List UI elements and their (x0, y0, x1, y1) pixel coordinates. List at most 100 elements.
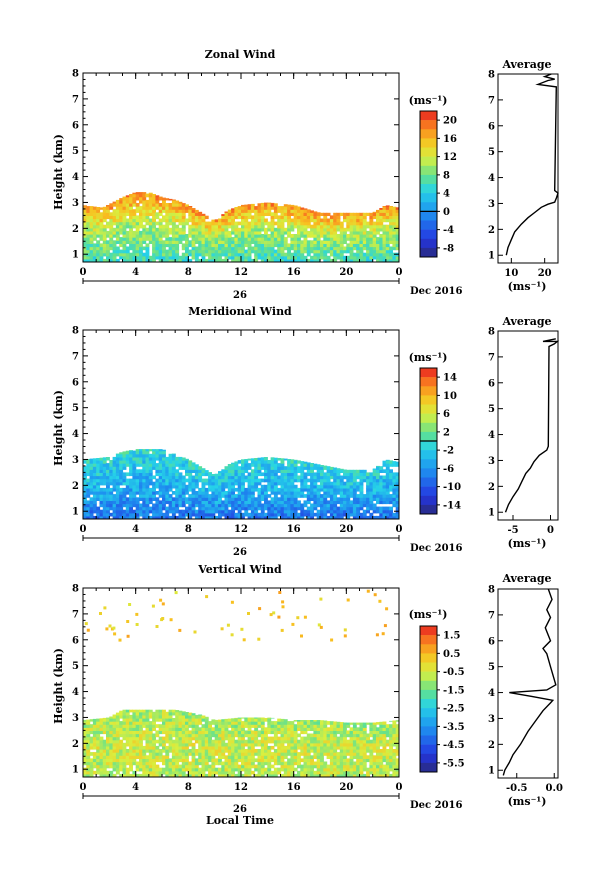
vertical-heatmap-cell (227, 761, 232, 766)
meridional-heatmap-cell (339, 512, 344, 517)
zonal-heatmap-cell (115, 218, 120, 223)
vertical-heatmap-cell (218, 761, 222, 766)
meridional-heatmap-cell (264, 457, 268, 461)
meridional-heatmap-cell (181, 484, 186, 489)
vertical-heatmap-cell (303, 761, 308, 766)
meridional-heatmap-cell (237, 460, 242, 464)
zonal-heatmap-cell (349, 258, 354, 262)
meridional-heatmap-cell (270, 506, 275, 511)
meridional-heatmap-cell (326, 469, 331, 473)
zonal-heatmap-cell (300, 240, 305, 244)
meridional-heatmap-cell (231, 478, 235, 483)
vertical-heatmap-cell (273, 755, 278, 759)
vertical-heatmap-cell (145, 733, 150, 738)
meridional-heatmap-cell (129, 450, 133, 455)
vertical-heatmap-cell (316, 724, 321, 728)
zonal-heatmap-cell (300, 252, 305, 257)
vertical-heatmap-cell (201, 767, 206, 772)
zonal-heatmap-cell (260, 252, 265, 257)
meridional-heatmap-cell (379, 506, 384, 511)
zonal-heatmap-cell (389, 240, 393, 244)
vertical-heatmap-cell (122, 770, 127, 775)
meridional-heatmap-cell (273, 512, 278, 517)
zonal-average-ytick-label: 4 (488, 173, 495, 184)
vertical-heatmap-cell (92, 770, 97, 775)
meridional-heatmap-cell (106, 466, 110, 470)
vertical-heatmap-cell (92, 730, 97, 735)
meridional-heatmap-cell (211, 475, 216, 480)
zonal-heatmap-cell (194, 258, 199, 262)
zonal-heatmap-cell (135, 209, 140, 213)
zonal-heatmap-cell (359, 212, 364, 216)
zonal-heatmap-cell (125, 212, 130, 216)
vertical-heatmap-cell (181, 736, 186, 741)
zonal-heatmap-cell (339, 258, 344, 262)
vertical-heatmap-cell (264, 727, 268, 731)
zonal-heatmap-cell (264, 227, 268, 232)
vertical-heatmap-cell (250, 733, 255, 738)
vertical-heatmap-cell (320, 721, 324, 725)
zonal-heatmap-cell (155, 227, 160, 232)
meridional-heatmap-cell (175, 463, 180, 467)
zonal-heatmap-cell (333, 234, 338, 238)
meridional-heatmap-cell (385, 460, 390, 464)
meridional-heatmap-cell (323, 472, 328, 477)
meridional-heatmap-cell (96, 515, 101, 519)
vertical-heatmap-cell (109, 752, 114, 756)
zonal-heatmap-cell (310, 234, 314, 238)
zonal-heatmap-cell (339, 227, 344, 232)
vertical-heatmap-cell (250, 770, 255, 775)
zonal-heatmap-cell (310, 212, 314, 216)
zonal-heatmap-cell (257, 212, 262, 216)
zonal-heatmap-cell (372, 227, 377, 232)
meridional-heatmap-cell (132, 475, 137, 480)
meridional-heatmap-cell (376, 481, 380, 486)
meridional-heatmap-cell (201, 472, 206, 477)
vertical-heatmap-cell (135, 709, 140, 713)
vertical-heatmap-cell (145, 718, 150, 722)
vertical-heatmap-cell (247, 736, 252, 741)
zonal-heatmap-cell (178, 227, 183, 232)
vertical-heatmap-cell (99, 739, 104, 744)
vertical-heatmap-cell (280, 736, 285, 741)
meridional-heatmap-cell (83, 497, 87, 501)
zonal-heatmap-cell (231, 218, 235, 223)
zonal-heatmap-cell (115, 237, 120, 241)
zonal-heatmap-cell (247, 221, 252, 226)
vertical-heatmap-cell (250, 749, 255, 753)
vertical-heatmap-cell (250, 742, 255, 747)
meridional-heatmap-cell (264, 494, 268, 498)
zonal-heatmap-cell (283, 255, 288, 260)
meridional-heatmap-cell (155, 466, 160, 470)
vertical-heatmap-cell (168, 770, 173, 775)
zonal-heatmap-cell (194, 218, 199, 223)
vertical-heatmap-cell (83, 724, 87, 728)
vertical-heatmap-cell (148, 709, 153, 713)
zonal-heatmap-cell (86, 237, 91, 241)
zonal-heatmap-cell (237, 206, 242, 210)
vertical-heatmap-cell (191, 727, 196, 731)
zonal-heatmap-cell (250, 206, 255, 210)
zonal-heatmap-cell (142, 230, 147, 235)
meridional-heatmap-cell (270, 484, 275, 489)
vertical-heatmap-cell (171, 749, 176, 753)
meridional-heatmap-cell (376, 509, 380, 514)
vertical-heatmap-cell (168, 736, 173, 741)
meridional-heatmap-cell (237, 487, 242, 492)
zonal-heatmap-cell (293, 206, 298, 210)
zonal-heatmap-cell (300, 243, 305, 248)
meridional-heatmap-cell (293, 512, 298, 517)
zonal-heatmap-cell (313, 234, 318, 238)
vertical-heatmap-cell (290, 764, 295, 769)
vertical-heatmap-cell (142, 730, 147, 735)
vertical-heatmap-cell (132, 773, 137, 777)
vertical-heatmap-cell (165, 733, 170, 738)
vertical-heatmap-cell (102, 764, 107, 769)
zonal-heatmap-cell (221, 237, 226, 241)
vertical-heatmap-cell (178, 742, 183, 747)
meridional-heatmap-cell (132, 503, 137, 508)
zonal-heatmap-cell (349, 249, 354, 254)
zonal-heatmap-cell (201, 237, 206, 241)
zonal-heatmap-cell (346, 237, 351, 241)
meridional-heatmap-cell (316, 472, 321, 477)
